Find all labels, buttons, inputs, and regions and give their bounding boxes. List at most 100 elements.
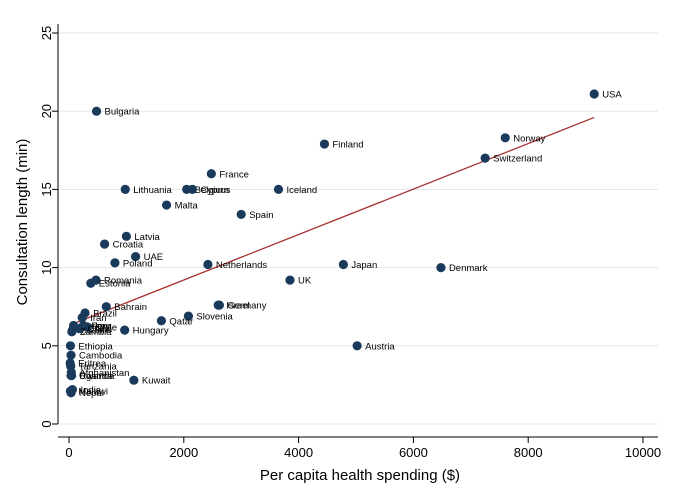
axes [57,24,658,438]
point-japan [338,259,348,270]
point-croatia [99,239,110,249]
point-label-tanzania: Tanzania [79,362,118,373]
point-label-chile: Chile [95,323,117,334]
point-label-cyprus: Cyprus [200,185,230,196]
point-label-finland: Finland [332,140,363,151]
y-tick-label: 5 [39,342,54,349]
point-label-kuwait: Kuwait [142,376,171,387]
point-label-switzerland: Switzerland [493,154,542,165]
point-label-uganda: Uganda [79,371,113,382]
x-tick-label: 4000 [284,445,313,460]
point-qatar [156,316,167,326]
point-chile [82,322,92,332]
point-china [74,323,84,334]
point-label-croatia: Croatia [113,240,144,251]
point-austria [352,341,362,351]
point-label-eritrea: Eritrea [78,359,107,370]
point-cambodia [66,350,76,360]
point-label-japan: Japan [351,260,377,271]
point-label-sudan: Sudan [80,326,107,337]
point-uae [130,252,141,262]
point-malta [161,200,172,210]
point-latvia [121,231,131,241]
y-axis-title: Consultation length (min) [14,139,31,306]
point-iceland [273,184,284,194]
point-label-poland: Poland [123,258,153,269]
data-points: USA Bulgaria Norway Finland Switzerland Franc… [65,89,622,399]
point-spain [236,209,246,220]
x-tick-label: 0 [65,445,72,460]
point-label-zambia: Zambia [80,327,112,338]
point-kuwait [129,375,139,385]
point-label-denmark: Denmark [449,263,488,274]
point-label-hungary: Hungary [133,326,169,337]
point-finland [319,139,330,149]
point-cyprus [187,184,198,194]
point-label-malawi: Malawi [78,387,108,398]
point-norway [500,133,510,143]
point-label-nepal: Nepal [79,388,104,399]
point-label-turkey: Turkey [82,321,111,332]
point-label-lithuania: Lithuania [133,185,172,196]
point-label-india: India [80,385,101,396]
point-zambia [67,327,77,337]
point-label-bulgaria: Bulgaria [105,107,141,118]
point-denmark [436,263,446,273]
point-germany [214,300,224,310]
point-label-belgium: Belgium [195,185,229,196]
point-switzerland [480,153,490,163]
point-label-uk: UK [298,276,312,287]
fit-line-group [68,116,595,327]
point-lithuania [120,184,130,194]
point-rwanda [66,370,77,381]
point-label-bahrain: Bahrain [114,302,147,313]
point-poland [110,258,120,268]
point-label-spain: Spain [249,210,273,221]
y-tick-label: 25 [39,26,54,40]
y-tick-label: 0 [39,420,54,427]
point-label-iran: Iran [90,313,106,324]
x-tick-label: 10000 [625,445,661,460]
point-label-brazil: Brazil [93,308,117,319]
point-estonia [86,278,96,288]
x-tick-label: 2000 [169,445,198,460]
point-slovenia [183,311,193,321]
fit-line [68,116,595,327]
point-bulgaria [91,106,102,116]
x-tick-label: 6000 [399,445,428,460]
y-tick-label: 20 [39,104,54,118]
x-axis-title: Per capita health spending ($) [260,467,460,484]
point-france [206,169,216,179]
point-label-malta: Malta [175,201,199,212]
point-nepal [66,388,76,398]
point-label-cambodia: Cambodia [79,351,123,362]
x-tick-label: 8000 [514,445,543,460]
point-label-france: France [219,169,249,180]
point-label-slovenia: Slovenia [196,312,233,323]
point-label-uae: UAE [144,252,164,263]
point-label-usa: USA [602,89,622,100]
point-label-iceland: Iceland [287,185,318,196]
point-label-ethiopia: Ethiopia [78,341,113,352]
point-label-afghanistan: Afghanistan [79,368,129,379]
point-label-norway: Norway [513,133,545,144]
y-tick-label: 10 [39,260,54,274]
axis-ticks: 0 5 10 15 20 25 0 2000 4000 6000 8000 10000 [39,26,661,460]
point-label-estonia: Estonia [99,279,131,290]
point-label-romania: Romania [104,276,143,287]
point-label-netherlands: Netherlands [216,260,267,271]
point-hungary [120,325,130,335]
point-label-israel: Israel [226,301,249,312]
point-label-rwanda: Rwanda [80,371,116,382]
point-label-peru: Peru [91,321,111,332]
point-label-china: China [87,324,113,335]
point-netherlands [203,259,213,270]
point-label-germany: Germany [227,301,266,312]
point-label-qatar: Qatar [169,316,193,327]
point-label-austria: Austria [365,341,395,352]
point-bahrain [101,302,111,312]
point-uk [285,275,295,285]
point-iran [77,313,87,323]
